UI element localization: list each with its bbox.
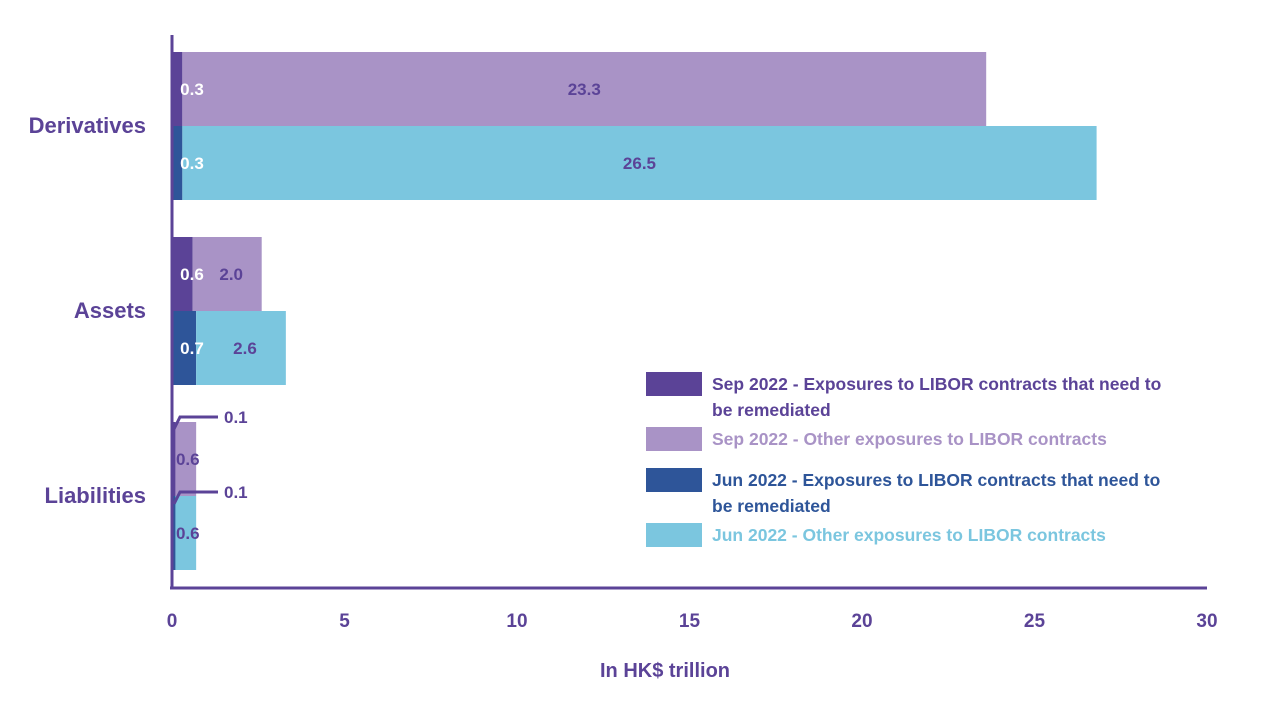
data-label-derivatives-jun-2022-remediate: 0.3 <box>180 154 204 173</box>
legend-label-1: Sep 2022 - Exposures to LIBOR contracts … <box>712 374 1161 394</box>
legend-label-3: Jun 2022 - Exposures to LIBOR contracts … <box>712 470 1160 490</box>
category-label-assets: Assets <box>74 298 146 323</box>
category-label-liabilities: Liabilities <box>45 483 146 508</box>
x-tick-label-5: 5 <box>339 611 350 632</box>
bar-liabilities-jun-2022-remediate <box>172 496 176 570</box>
legend-label-4: Jun 2022 - Other exposures to LIBOR cont… <box>712 525 1106 545</box>
legend-swatch-2 <box>646 427 702 451</box>
bar-assets-jun-2022-other <box>196 311 286 385</box>
legend-label-1-line-2: be remediated <box>712 400 831 420</box>
leader-line-sep-2022 <box>172 415 218 430</box>
x-tick-label-20: 20 <box>851 611 872 632</box>
data-label-assets-jun-2022-remediate: 0.7 <box>180 339 204 358</box>
x-tick-label-0: 0 <box>167 611 178 632</box>
data-label-liabilities-jun-2022-other: 0.6 <box>176 524 200 543</box>
bar-derivatives-jun-2022-other <box>182 126 1097 200</box>
category-label-derivatives: Derivatives <box>29 113 146 138</box>
x-tick-label-10: 10 <box>506 611 527 632</box>
bar-derivatives-jun-2022-remediate <box>172 126 183 200</box>
bar-assets-sep-2022-other <box>192 237 262 311</box>
data-label-assets-sep-2022-other: 2.0 <box>219 265 243 284</box>
leader-line-jun-2022 <box>172 490 218 505</box>
data-label-liabilities-jun-2022-remediate: 0.1 <box>224 483 248 502</box>
bar-assets-jun-2022-remediate <box>172 311 197 385</box>
x-axis-title: In HK$ trillion <box>600 660 730 682</box>
bar-liabilities-sep-2022-remediate <box>172 422 176 496</box>
bar-assets-sep-2022-remediate <box>172 237 193 311</box>
bar-liabilities-jun-2022-other <box>175 496 197 570</box>
x-tick-label-15: 15 <box>679 611 701 632</box>
x-tick-label-30: 30 <box>1196 611 1217 632</box>
data-label-derivatives-sep-2022-remediate: 0.3 <box>180 80 204 99</box>
legend-swatch-1 <box>646 372 702 396</box>
bar-derivatives-sep-2022-other <box>182 52 987 126</box>
data-label-assets-sep-2022-remediate: 0.6 <box>180 265 204 284</box>
legend-swatch-3 <box>646 468 702 492</box>
bar-liabilities-sep-2022-other <box>175 422 197 496</box>
data-label-liabilities-sep-2022-other: 0.6 <box>176 450 200 469</box>
data-label-derivatives-sep-2022-other: 23.3 <box>568 80 601 99</box>
bar-derivatives-sep-2022-remediate <box>172 52 183 126</box>
legend-label-3-line-2: be remediated <box>712 496 831 516</box>
data-label-assets-jun-2022-other: 2.6 <box>233 339 257 358</box>
x-tick-label-25: 25 <box>1024 611 1046 632</box>
data-label-liabilities-sep-2022-remediate: 0.1 <box>224 408 248 427</box>
legend-swatch-4 <box>646 523 702 547</box>
data-label-derivatives-jun-2022-other: 26.5 <box>623 154 656 173</box>
legend-label-2: Sep 2022 - Other exposures to LIBOR cont… <box>712 429 1107 449</box>
